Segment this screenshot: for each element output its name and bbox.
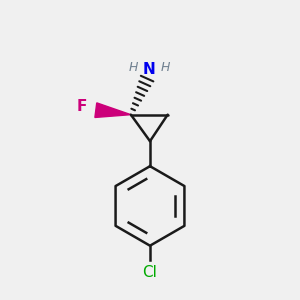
Polygon shape (95, 103, 131, 118)
Text: F: F (77, 99, 88, 114)
Text: H: H (128, 61, 138, 74)
Text: N: N (143, 62, 156, 77)
Text: Cl: Cl (142, 265, 158, 280)
Text: H: H (161, 61, 170, 74)
